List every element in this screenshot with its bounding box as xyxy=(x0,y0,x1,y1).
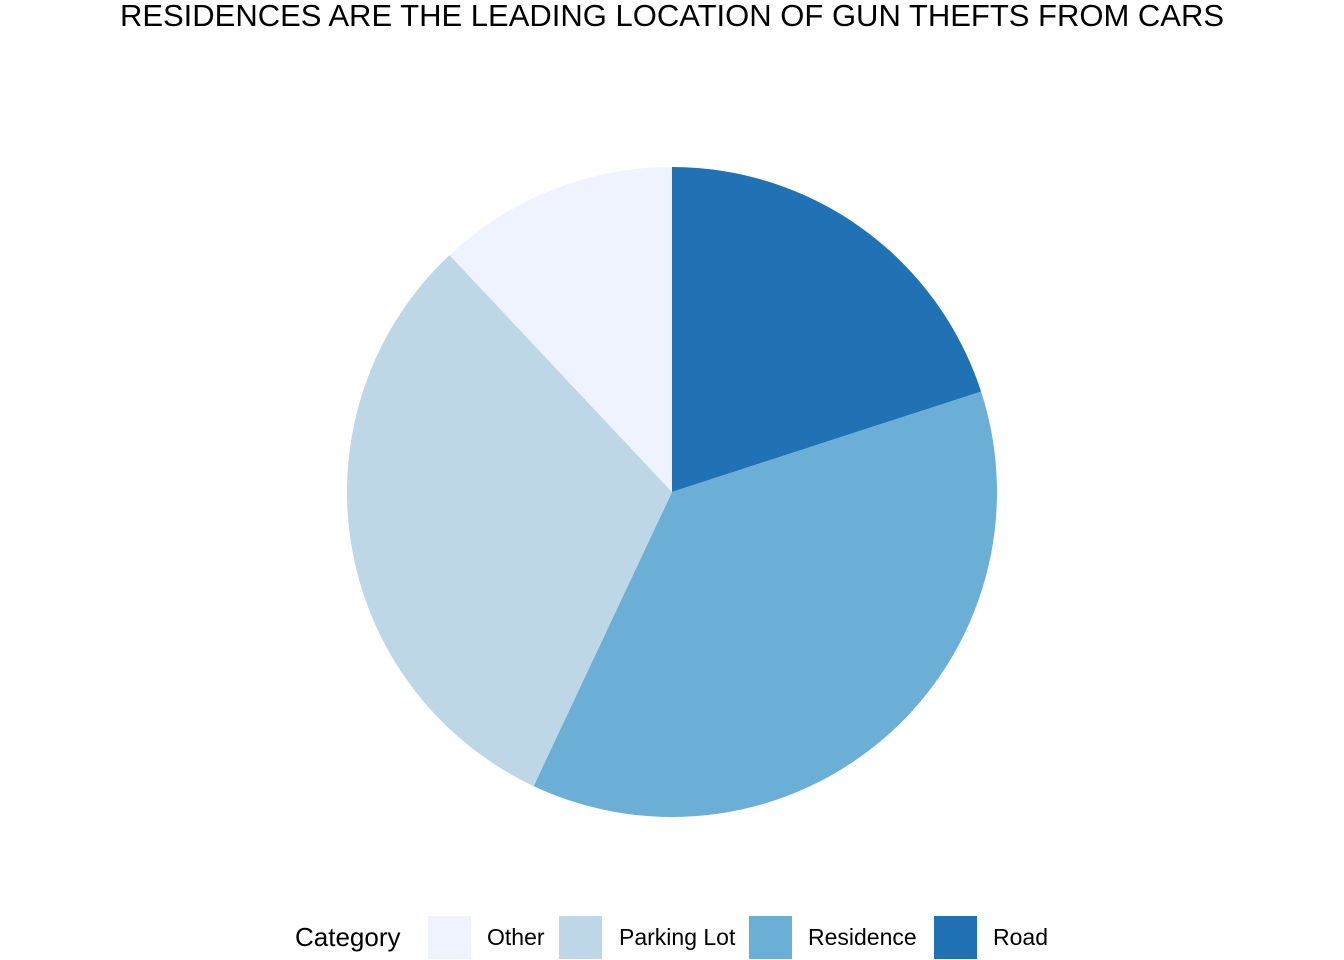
legend-key-parking-lot xyxy=(559,916,602,959)
pie-slice-parking-lot xyxy=(347,255,672,787)
pie-slice-other xyxy=(449,167,672,492)
pie-slices xyxy=(347,167,997,818)
legend-title: Category xyxy=(295,922,401,952)
legend-label-parking-lot: Parking Lot xyxy=(619,924,736,950)
chart-title: RESIDENCES ARE THE LEADING LOCATION OF G… xyxy=(119,0,1225,33)
legend-key-residence xyxy=(749,916,792,959)
legend-label-road: Road xyxy=(993,924,1048,950)
legend-label-residence: Residence xyxy=(808,924,917,950)
legend-key-road xyxy=(934,916,977,959)
legend-label-other: Other xyxy=(487,924,545,950)
pie-slice-road xyxy=(672,167,982,492)
pie-slice-residence xyxy=(533,391,997,818)
legend-key-other xyxy=(428,916,471,959)
legend: Category Other Parking Lot Residence Roa… xyxy=(0,914,1344,959)
